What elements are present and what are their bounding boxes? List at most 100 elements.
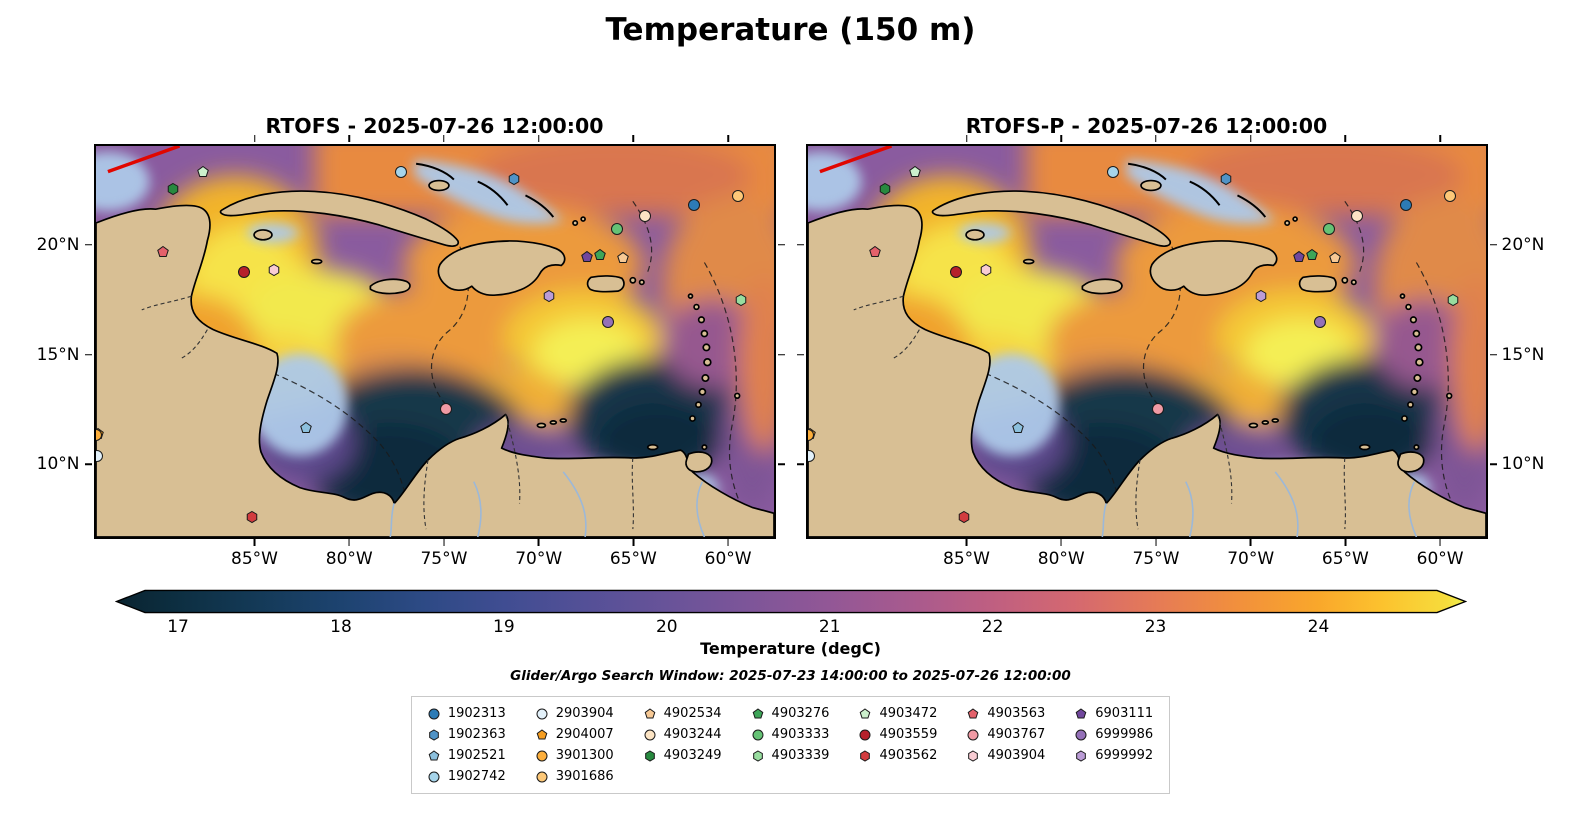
- x-axis: 85°W 80°W 75°W 70°W 65°W 60°W: [806, 539, 1488, 571]
- legend-item-4903276: 4903276: [752, 705, 829, 722]
- legend-item-4903563: 4903563: [967, 705, 1045, 722]
- y-tick-label: 20°N: [1501, 234, 1545, 255]
- x-tick-mark-top: [443, 135, 445, 142]
- map-area: [93, 144, 776, 539]
- float-marker-icon: [428, 708, 440, 720]
- colorbar-ticks: 17 18 19 20 21 22 23 24: [115, 614, 1467, 638]
- legend-item-6999992: 6999992: [1075, 747, 1153, 764]
- float-marker-4903904: [980, 263, 993, 276]
- legend: 1902313 1902363 1902521 1902742 2903904 29040…: [410, 696, 1171, 794]
- y-tick-mark: [796, 244, 804, 246]
- x-tick: 85°W: [231, 539, 278, 569]
- y-tick-mark: [777, 244, 785, 246]
- legend-item-4903562: 4903562: [859, 747, 937, 764]
- x-tick-mark-top: [727, 135, 729, 142]
- float-marker-4903767: [1151, 402, 1164, 415]
- float-marker-icon: [859, 707, 871, 720]
- legend-label: 4903562: [879, 748, 938, 763]
- float-marker-2903904: [807, 449, 816, 462]
- y-tick-mark: [84, 353, 92, 356]
- float-marker-icon: [967, 729, 979, 741]
- map-wrap-rtofs: 20°N 15°N 10°N: [37, 135, 785, 539]
- legend-label: 1902521: [447, 748, 506, 763]
- map-wrap-rtofs-p: 20°N 15°N 10°N: [796, 135, 1544, 539]
- float-marker-icon: [859, 729, 871, 741]
- float-marker-4903339: [1447, 294, 1460, 307]
- x-tick-mark-top: [253, 135, 256, 142]
- float-marker-1902742: [394, 166, 407, 179]
- panel-title-rtofs: RTOFS - 2025-07-26 12:00:00: [265, 114, 604, 138]
- float-marker-icon: [967, 707, 979, 720]
- float-marker-6999986: [1313, 315, 1326, 328]
- x-tick-mark-top: [632, 135, 635, 142]
- legend-column: 4903563 4903767 4903904: [967, 705, 1045, 785]
- panel-title-rtofs-p: RTOFS-P - 2025-07-26 12:00:00: [965, 114, 1328, 138]
- float-marker-4903559: [238, 265, 251, 278]
- float-marker-icon: [752, 729, 764, 741]
- x-tick-mark-top: [965, 135, 968, 142]
- float-marker-4902534: [616, 251, 629, 264]
- x-tick: 65°W: [1322, 539, 1369, 569]
- colorbar-tick: 24: [1307, 617, 1330, 637]
- float-marker-icon: [428, 771, 440, 783]
- x-tick-mark-top: [1439, 135, 1441, 142]
- float-marker-1902521: [300, 422, 313, 435]
- map-area: [805, 144, 1488, 539]
- legend-label: 2903904: [555, 706, 614, 721]
- temperature-field-map: [96, 146, 774, 537]
- legend-item-3901300: 3901300: [536, 747, 614, 764]
- legend-item-4903767: 4903767: [967, 726, 1045, 743]
- legend-item-4903339: 4903339: [752, 747, 829, 764]
- float-marker-1902521: [1012, 422, 1025, 435]
- y-tick-mark: [777, 353, 785, 356]
- float-marker-icon: [1075, 707, 1087, 720]
- float-marker-4903559: [950, 265, 963, 278]
- float-marker-4903244: [639, 209, 652, 222]
- x-tick-mark-top: [1155, 135, 1157, 142]
- x-tick-mark-top: [1060, 135, 1062, 142]
- float-marker-4903904: [268, 263, 281, 276]
- y-tick-mark: [84, 463, 92, 466]
- float-marker-1902363: [1219, 172, 1232, 185]
- float-marker-icon: [967, 749, 979, 762]
- float-marker-6999986: [601, 315, 614, 328]
- legend-label: 1902313: [447, 706, 506, 721]
- x-tick: 85°W: [943, 539, 990, 569]
- float-marker-4903244: [1351, 209, 1364, 222]
- y-tick-mark: [777, 463, 785, 466]
- legend-column: 1902313 1902363 1902521 1902742: [428, 705, 506, 785]
- legend-column: 4902534 4903244 4903249: [644, 705, 722, 785]
- float-marker-icon: [536, 708, 548, 720]
- float-marker-1902742: [1106, 166, 1119, 179]
- legend-label: 2904007: [555, 727, 614, 742]
- float-marker-icon: [536, 771, 548, 783]
- legend-label: 1902363: [447, 727, 506, 742]
- colorbar-tick: 19: [493, 617, 515, 637]
- float-marker-4903249: [166, 183, 179, 196]
- legend-item-4903904: 4903904: [967, 747, 1045, 764]
- legend-item-6999986: 6999986: [1075, 726, 1153, 743]
- float-marker-3901300: [807, 428, 815, 441]
- colorbar-gradient: [114, 589, 1467, 614]
- float-marker-4903767: [439, 402, 452, 415]
- legend-item-2904007: 2904007: [536, 726, 614, 743]
- float-marker-4903276: [1306, 248, 1319, 261]
- legend-item-4903249: 4903249: [644, 747, 722, 764]
- float-marker-4903333: [1323, 222, 1336, 235]
- legend-item-1902313: 1902313: [428, 705, 506, 722]
- figure-title: Temperature (150 m): [605, 12, 976, 48]
- legend-label: 4903472: [879, 706, 938, 721]
- y-tick-mark: [796, 353, 804, 356]
- legend-label: 4903559: [879, 727, 938, 742]
- x-tick: 75°W: [1132, 539, 1179, 569]
- y-tick-label: 15°N: [1501, 344, 1545, 365]
- float-marker-icon: [752, 707, 764, 720]
- legend-label: 4902534: [663, 706, 722, 721]
- legend-item-3901686: 3901686: [536, 768, 614, 785]
- float-marker-icon: [644, 707, 656, 720]
- float-marker-4903276: [594, 248, 607, 261]
- colorbar-tick: 20: [655, 617, 678, 637]
- legend-label: 4903563: [987, 706, 1046, 721]
- temperature-field-map: [808, 146, 1486, 537]
- float-marker-6999992: [1255, 289, 1268, 302]
